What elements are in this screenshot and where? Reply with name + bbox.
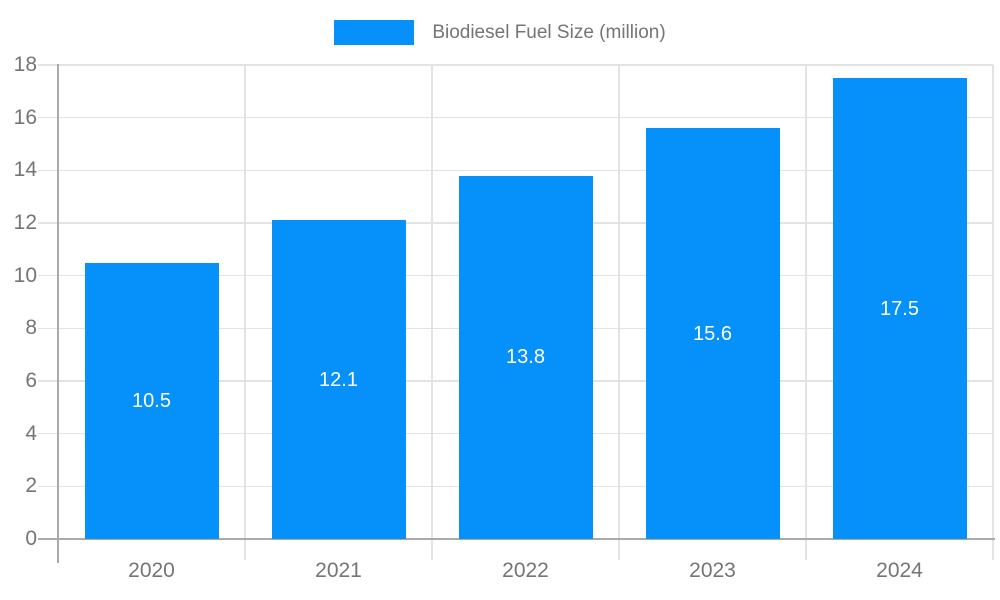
bar-value-label: 12.1 <box>319 368 358 391</box>
bar-2022[interactable] <box>458 175 593 539</box>
y-gridline <box>38 169 993 172</box>
y-axis-tick-label: 8 <box>25 316 37 340</box>
bar-value-label: 15.6 <box>693 322 732 345</box>
bar-2021[interactable] <box>271 220 406 539</box>
y-axis-tick-label: 12 <box>13 211 37 234</box>
x-axis-tick-label: 2021 <box>315 559 362 582</box>
bar-value-label: 17.5 <box>880 297 919 320</box>
x-gridline <box>992 65 994 560</box>
y-axis-tick-label: 16 <box>13 105 37 129</box>
y-axis-tick-label: 0 <box>25 527 37 550</box>
x-gridline <box>618 65 620 560</box>
x-axis-line <box>38 538 995 540</box>
bar-2020[interactable] <box>84 262 219 539</box>
y-axis-tick-label: 6 <box>25 369 37 392</box>
y-axis-line <box>57 64 59 563</box>
bar-2023[interactable] <box>645 128 780 539</box>
x-axis-tick-label: 2023 <box>689 559 736 582</box>
bar-2024[interactable] <box>832 78 967 539</box>
x-axis-tick-label: 2024 <box>876 559 923 582</box>
y-axis-tick-label: 10 <box>13 263 37 287</box>
y-axis-tick-label: 18 <box>13 53 37 76</box>
legend-item[interactable]: Biodiesel Fuel Size (million) <box>0 19 1000 45</box>
x-axis-tick-label: 2022 <box>502 559 549 582</box>
bar-value-label: 13.8 <box>506 346 545 369</box>
legend-label: Biodiesel Fuel Size (million) <box>432 21 666 43</box>
y-axis-tick-label: 4 <box>25 421 37 445</box>
y-axis-tick-label: 2 <box>25 474 37 498</box>
x-gridline <box>244 65 246 560</box>
x-gridline <box>431 65 433 560</box>
y-gridline <box>38 64 993 66</box>
y-gridline <box>38 116 993 119</box>
legend-swatch-icon <box>334 19 415 45</box>
bar-value-label: 10.5 <box>132 389 171 412</box>
y-axis-tick-label: 14 <box>13 158 37 182</box>
x-axis-tick-label: 2020 <box>128 559 175 582</box>
x-gridline <box>805 65 807 560</box>
